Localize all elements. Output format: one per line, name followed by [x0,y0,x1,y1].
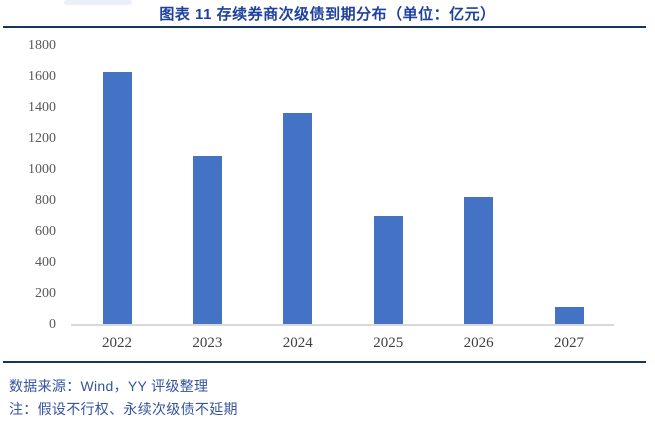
data-source-note: 数据来源：Wind，YY 评级整理 [9,378,209,394]
y-axis-label: 0 [49,317,56,332]
footer-divider [3,361,646,363]
y-axis-label: 1200 [28,131,56,146]
x-axis-line [71,324,614,326]
bar-2025 [373,215,403,325]
assumption-note: 注：假设不行权、永续次级债不延期 [9,401,238,417]
y-axis-label: 600 [35,224,56,239]
x-axis-label: 2024 [282,335,313,351]
y-axis-label: 400 [35,255,56,270]
x-axis-label: 2026 [463,335,494,351]
y-axis-label: 1600 [28,69,56,84]
y-axis-label: 800 [35,193,56,208]
highlight-artifact [64,0,132,5]
bar-2027 [554,307,584,325]
x-axis-label: 2023 [192,335,223,351]
bar-2026 [464,197,494,325]
y-axis-label: 1800 [28,38,56,53]
bar-chart: 0 200 400 600 800 1000 1200 1400 1600 1800 2022 202… [28,38,614,351]
title-divider [3,26,646,28]
y-axis-label: 200 [35,286,56,301]
y-axis-label: 1400 [28,100,56,115]
bar-2024 [283,113,313,325]
x-axis-label: 2025 [373,335,404,351]
bar-2023 [192,156,222,325]
x-axis-label: 2027 [554,335,584,351]
chart-title: 图表 11 存续券商次级债到期分布（单位：亿元） [159,6,496,23]
y-axis-label: 1000 [28,162,56,177]
x-axis-label: 2022 [102,335,132,351]
bar-2022 [102,72,132,325]
